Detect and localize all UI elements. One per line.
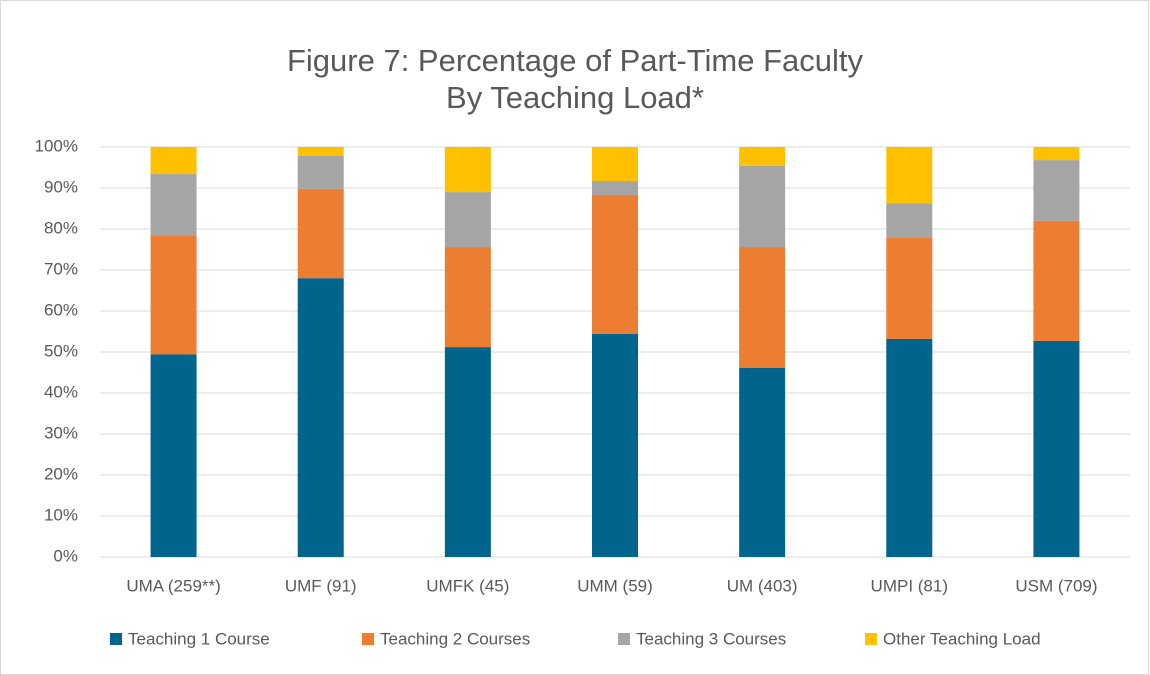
legend-label: Teaching 1 Course bbox=[128, 629, 270, 648]
bar-segment bbox=[444, 347, 491, 557]
y-tick-label: 50% bbox=[44, 341, 78, 360]
x-tick-label: UM (403) bbox=[727, 576, 798, 595]
bar-segment bbox=[739, 165, 786, 248]
y-tick-label: 80% bbox=[44, 218, 78, 237]
x-tick-label: UMFK (45) bbox=[426, 576, 509, 595]
bar-segment bbox=[1033, 220, 1080, 341]
bar-segment bbox=[150, 354, 197, 557]
bar-segment bbox=[592, 194, 638, 334]
bar-segment bbox=[592, 147, 638, 182]
bar-segment bbox=[297, 188, 344, 279]
bar-segment bbox=[1033, 160, 1080, 221]
bar-segment bbox=[1033, 340, 1080, 557]
x-tick-label: UMPI (81) bbox=[871, 576, 948, 595]
bar-segment bbox=[150, 147, 197, 175]
bar-segment bbox=[739, 147, 786, 166]
legend-swatch bbox=[110, 633, 122, 645]
legend-swatch bbox=[362, 633, 374, 645]
x-tick-label: UMM (59) bbox=[577, 576, 653, 595]
bar-segment bbox=[886, 147, 933, 204]
y-tick-label: 30% bbox=[44, 423, 78, 442]
bar-segment bbox=[444, 192, 491, 248]
x-tick-label: UMF (91) bbox=[285, 576, 357, 595]
bar-segment bbox=[739, 367, 786, 557]
legend-swatch bbox=[865, 633, 877, 645]
bar-segment bbox=[297, 156, 344, 189]
bar-segment bbox=[150, 174, 197, 236]
y-tick-label: 0% bbox=[53, 546, 78, 565]
bar-segment bbox=[592, 181, 638, 195]
y-tick-label: 100% bbox=[35, 136, 78, 155]
bar-segment bbox=[1033, 147, 1080, 161]
legend-label: Teaching 2 Courses bbox=[380, 629, 530, 648]
y-tick-label: 90% bbox=[44, 177, 78, 196]
y-tick-label: 10% bbox=[44, 505, 78, 524]
chart-title: Figure 7: Percentage of Part-Time Facult… bbox=[287, 43, 864, 78]
x-tick-label: USM (709) bbox=[1015, 576, 1097, 595]
legend-label: Teaching 3 Courses bbox=[636, 629, 786, 648]
bar-segment bbox=[886, 338, 933, 557]
bar-segment bbox=[886, 203, 933, 239]
bar-segment bbox=[886, 238, 933, 339]
bar-segment bbox=[297, 147, 344, 157]
y-tick-label: 20% bbox=[44, 464, 78, 483]
bar-segment bbox=[592, 333, 638, 557]
legend-swatch bbox=[618, 633, 630, 645]
y-tick-label: 60% bbox=[44, 300, 78, 319]
bar-segment bbox=[739, 247, 786, 368]
bar-segment bbox=[444, 247, 491, 348]
y-tick-label: 70% bbox=[44, 259, 78, 278]
bar-segment bbox=[444, 147, 491, 193]
legend-label: Other Teaching Load bbox=[883, 629, 1041, 648]
chart-title: By Teaching Load* bbox=[446, 80, 704, 115]
bar-segment bbox=[150, 235, 197, 355]
y-tick-label: 40% bbox=[44, 382, 78, 401]
bar-segment bbox=[297, 278, 344, 557]
x-tick-label: UMA (259**) bbox=[126, 576, 220, 595]
